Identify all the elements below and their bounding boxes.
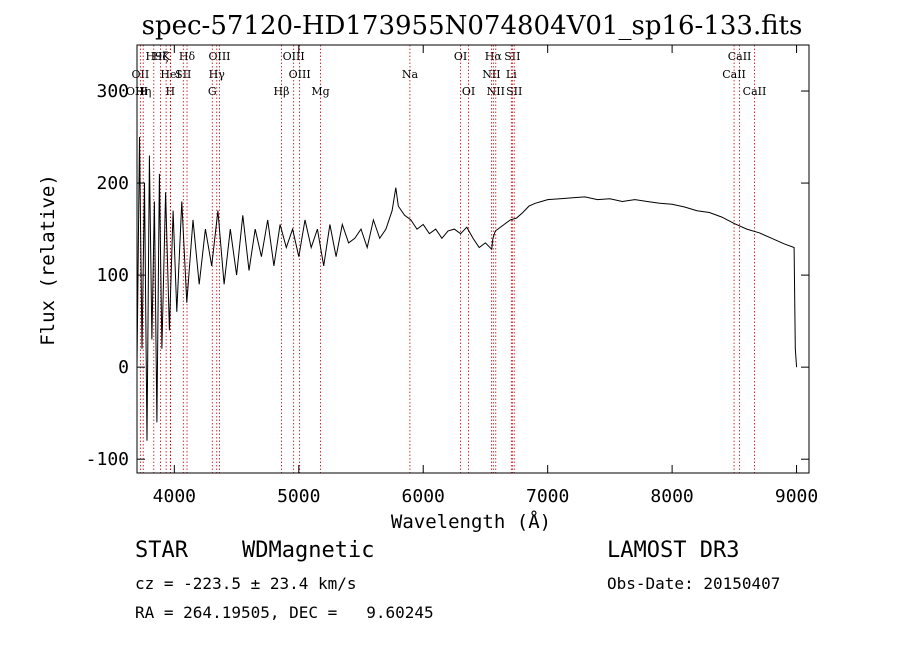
subclass-label: WDMagnetic xyxy=(242,538,375,563)
survey-label: LAMOST DR3 xyxy=(607,538,740,563)
line-label-13: Mg xyxy=(311,85,329,98)
x-tick-label-4: 8000 xyxy=(650,486,693,507)
y-axis-label: Flux (relative) xyxy=(37,174,59,346)
line-label-12: Hβ xyxy=(274,85,290,98)
class-label: STAR xyxy=(135,538,188,563)
line-label-15: OI xyxy=(454,50,467,63)
line-label-24: CaII xyxy=(722,68,746,81)
x-tick-label-5: 9000 xyxy=(775,486,818,507)
line-label-23: CaII xyxy=(728,50,752,63)
spectrum-series xyxy=(136,136,798,441)
y-tick-label-3: 200 xyxy=(96,173,129,194)
spectrum-line-0 xyxy=(136,136,798,441)
y-tick-label-4: 300 xyxy=(96,81,129,102)
line-label-16: OI xyxy=(462,85,475,98)
line-label-18: SII xyxy=(504,50,520,63)
line-label-19: NII xyxy=(482,68,500,81)
line-label-14: Na xyxy=(402,68,419,81)
x-tick-label-0: 4000 xyxy=(153,486,196,507)
x-tick-label-3: 7000 xyxy=(526,486,569,507)
x-axis: 4000 5000 6000 7000 8000 9000 xyxy=(153,45,818,507)
line-label-3: Hδ xyxy=(179,50,196,63)
line-label-22: SII xyxy=(506,85,522,98)
line-label-0: H9 xyxy=(146,50,163,63)
redshift-text: cz = -223.5 ± 23.4 km/s xyxy=(135,574,357,593)
line-label-10: OIII xyxy=(283,50,305,63)
y-axis: -100 0 100 200 300 xyxy=(86,81,809,470)
coordinates-text: RA = 264.19505, DEC = 9.60245 xyxy=(135,603,434,622)
x-axis-label: Wavelength (Å) xyxy=(391,510,551,533)
line-label-8: Hγ xyxy=(209,68,226,81)
line-label-1: Hζ xyxy=(153,50,169,63)
line-label-7: OIII xyxy=(208,50,230,63)
line-label-9: G xyxy=(208,85,217,98)
line-label-25: CaII xyxy=(743,85,767,98)
line-label-17: Hα xyxy=(485,50,503,63)
line-label-6: SII xyxy=(175,68,191,81)
y-tick-label-2: 100 xyxy=(96,265,129,286)
plot-frame xyxy=(136,44,810,474)
line-label-21: NII xyxy=(487,85,505,98)
line-label-28: H xyxy=(166,85,176,98)
line-label-4: OII xyxy=(132,68,150,81)
chart-title: spec-57120-HD173955N074804V01_sp16-133.f… xyxy=(142,11,803,41)
y-tick-label-1: 0 xyxy=(118,357,129,378)
line-label-11: OIII xyxy=(289,68,311,81)
x-tick-label-2: 6000 xyxy=(402,486,445,507)
line-label-20: Li xyxy=(506,68,517,81)
obs-date-text: Obs-Date: 20150407 xyxy=(607,574,781,593)
y-tick-label-0: -100 xyxy=(86,449,129,470)
x-tick-label-1: 5000 xyxy=(277,486,320,507)
line-label-2: K xyxy=(162,50,171,63)
